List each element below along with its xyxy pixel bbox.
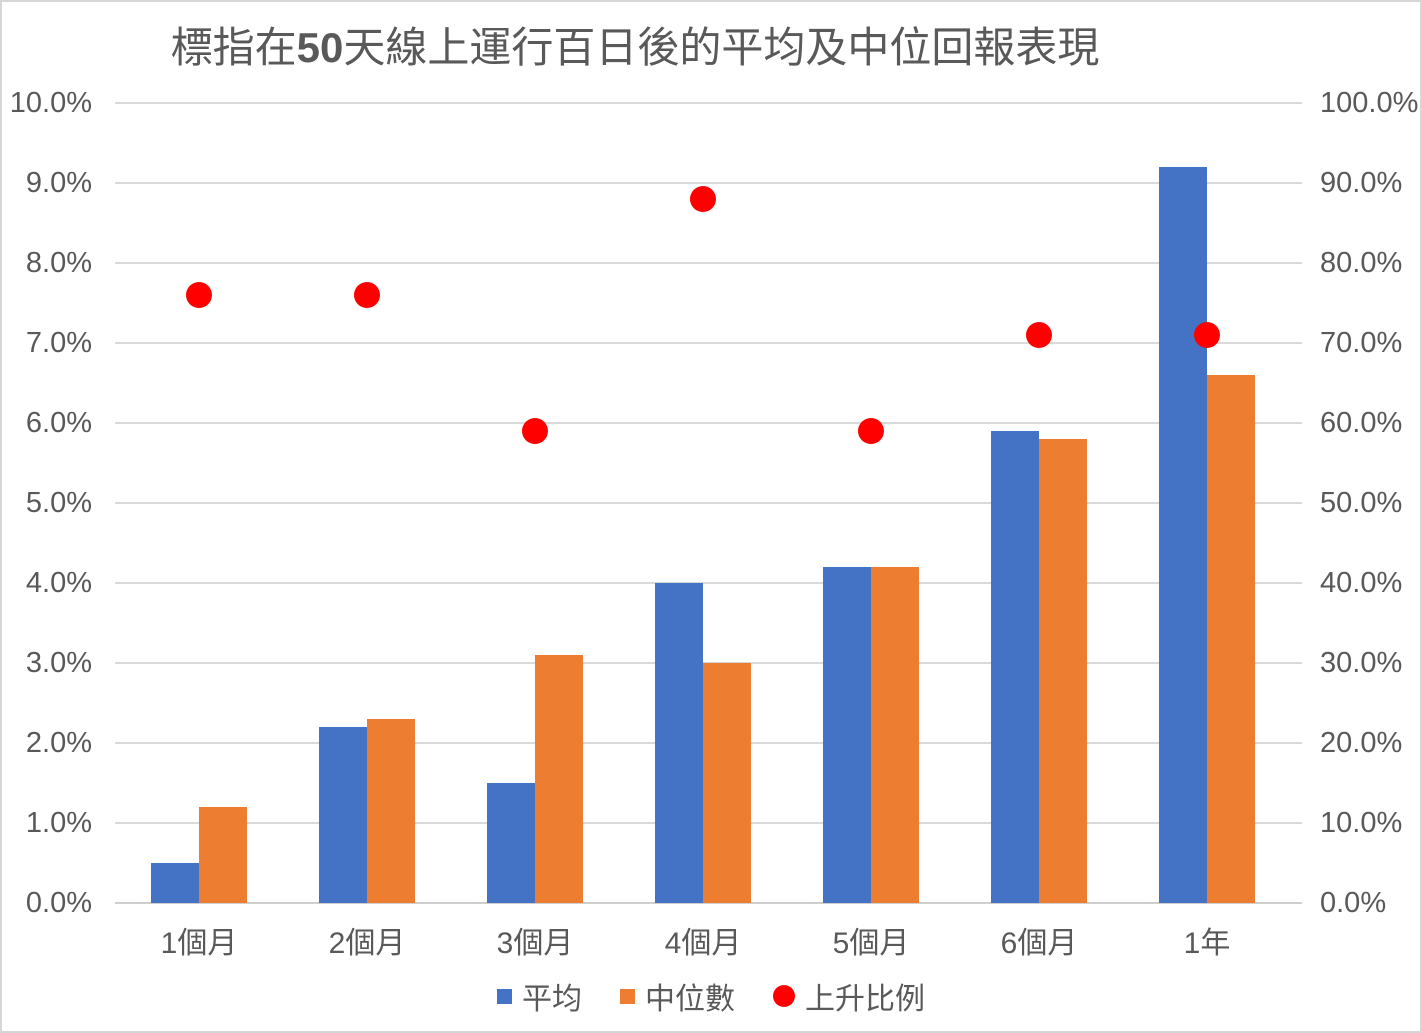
point-up-ratio xyxy=(1194,322,1220,348)
gridline xyxy=(115,262,1302,264)
legend-label-up-ratio: 上升比例 xyxy=(805,983,925,1016)
gridline xyxy=(115,182,1302,184)
chart-title-prefix: 標指在 xyxy=(170,24,297,71)
point-up-ratio xyxy=(690,186,716,212)
left-axis-tick: 3.0% xyxy=(25,647,92,679)
chart-title: 標指在50天線上運行百日後的平均及中位回報表現 xyxy=(115,22,1155,75)
right-axis-tick: 80.0% xyxy=(1320,247,1403,279)
right-axis-tick: 90.0% xyxy=(1320,167,1403,199)
point-up-ratio xyxy=(858,418,884,444)
legend-item-median: 中位數 xyxy=(620,974,735,1018)
x-axis-line xyxy=(115,902,1302,904)
legend-marker-up-ratio-circle-icon xyxy=(773,985,795,1007)
left-axis-tick: 2.0% xyxy=(25,727,92,759)
left-axis-tick: 1.0% xyxy=(25,807,92,839)
x-axis-label: 6個月 xyxy=(1000,927,1078,960)
bar-median xyxy=(871,567,919,903)
right-axis-tick: 60.0% xyxy=(1320,407,1403,439)
right-axis-tick: 20.0% xyxy=(1320,727,1403,759)
x-axis-label: 1年 xyxy=(1183,927,1231,960)
x-axis-label: 4個月 xyxy=(664,927,742,960)
chart-title-number: 50 xyxy=(296,24,344,71)
gridline xyxy=(115,102,1302,104)
right-axis-tick: 40.0% xyxy=(1320,567,1403,599)
right-axis-tick: 30.0% xyxy=(1320,647,1403,679)
left-axis-tick: 9.0% xyxy=(25,167,92,199)
legend-marker-median-square-icon xyxy=(620,988,635,1004)
bar-average xyxy=(487,783,535,903)
bar-average xyxy=(1159,167,1207,903)
right-axis-tick: 70.0% xyxy=(1320,327,1403,359)
bar-median xyxy=(703,663,751,903)
x-axis-label: 2個月 xyxy=(328,927,406,960)
left-axis-tick: 6.0% xyxy=(25,407,92,439)
legend-item-up-ratio: 上升比例 xyxy=(773,974,925,1018)
bar-average xyxy=(151,863,199,903)
x-axis-label: 5個月 xyxy=(832,927,910,960)
bar-average xyxy=(823,567,871,903)
gridline xyxy=(115,422,1302,424)
bar-median xyxy=(199,807,247,903)
point-up-ratio xyxy=(354,282,380,308)
left-axis-tick: 0.0% xyxy=(25,887,92,919)
gridline xyxy=(115,582,1302,584)
point-up-ratio xyxy=(1026,322,1052,348)
right-axis-tick: 50.0% xyxy=(1320,487,1403,519)
right-axis-tick: 100.0% xyxy=(1320,87,1419,119)
point-up-ratio xyxy=(522,418,548,444)
bar-median xyxy=(367,719,415,903)
left-axis-tick: 10.0% xyxy=(9,87,92,119)
bar-median xyxy=(1207,375,1255,903)
gridline xyxy=(115,502,1302,504)
left-axis-tick: 5.0% xyxy=(25,487,92,519)
legend-label-median: 中位數 xyxy=(645,983,735,1016)
left-axis-tick: 7.0% xyxy=(25,327,92,359)
point-up-ratio xyxy=(186,282,212,308)
plot-area xyxy=(115,103,1302,903)
bar-average xyxy=(991,431,1039,903)
legend-marker-average-square-icon xyxy=(497,988,512,1004)
x-axis-label: 1個月 xyxy=(160,927,238,960)
bar-average xyxy=(319,727,367,903)
right-axis-tick: 0.0% xyxy=(1320,887,1387,919)
legend-label-average: 平均 xyxy=(522,983,582,1016)
legend: 平均 中位數 上升比例 xyxy=(2,974,1420,1018)
right-axis-tick: 10.0% xyxy=(1320,807,1403,839)
gridline xyxy=(115,342,1302,344)
chart-title-suffix: 天線上運行百日後的平均及中位回報表現 xyxy=(343,24,1100,71)
left-axis-tick: 4.0% xyxy=(25,567,92,599)
bar-average xyxy=(655,583,703,903)
left-axis-tick: 8.0% xyxy=(25,247,92,279)
legend-item-average: 平均 xyxy=(497,974,582,1018)
x-axis-label: 3個月 xyxy=(496,927,574,960)
bar-median xyxy=(535,655,583,903)
bar-median xyxy=(1039,439,1087,903)
